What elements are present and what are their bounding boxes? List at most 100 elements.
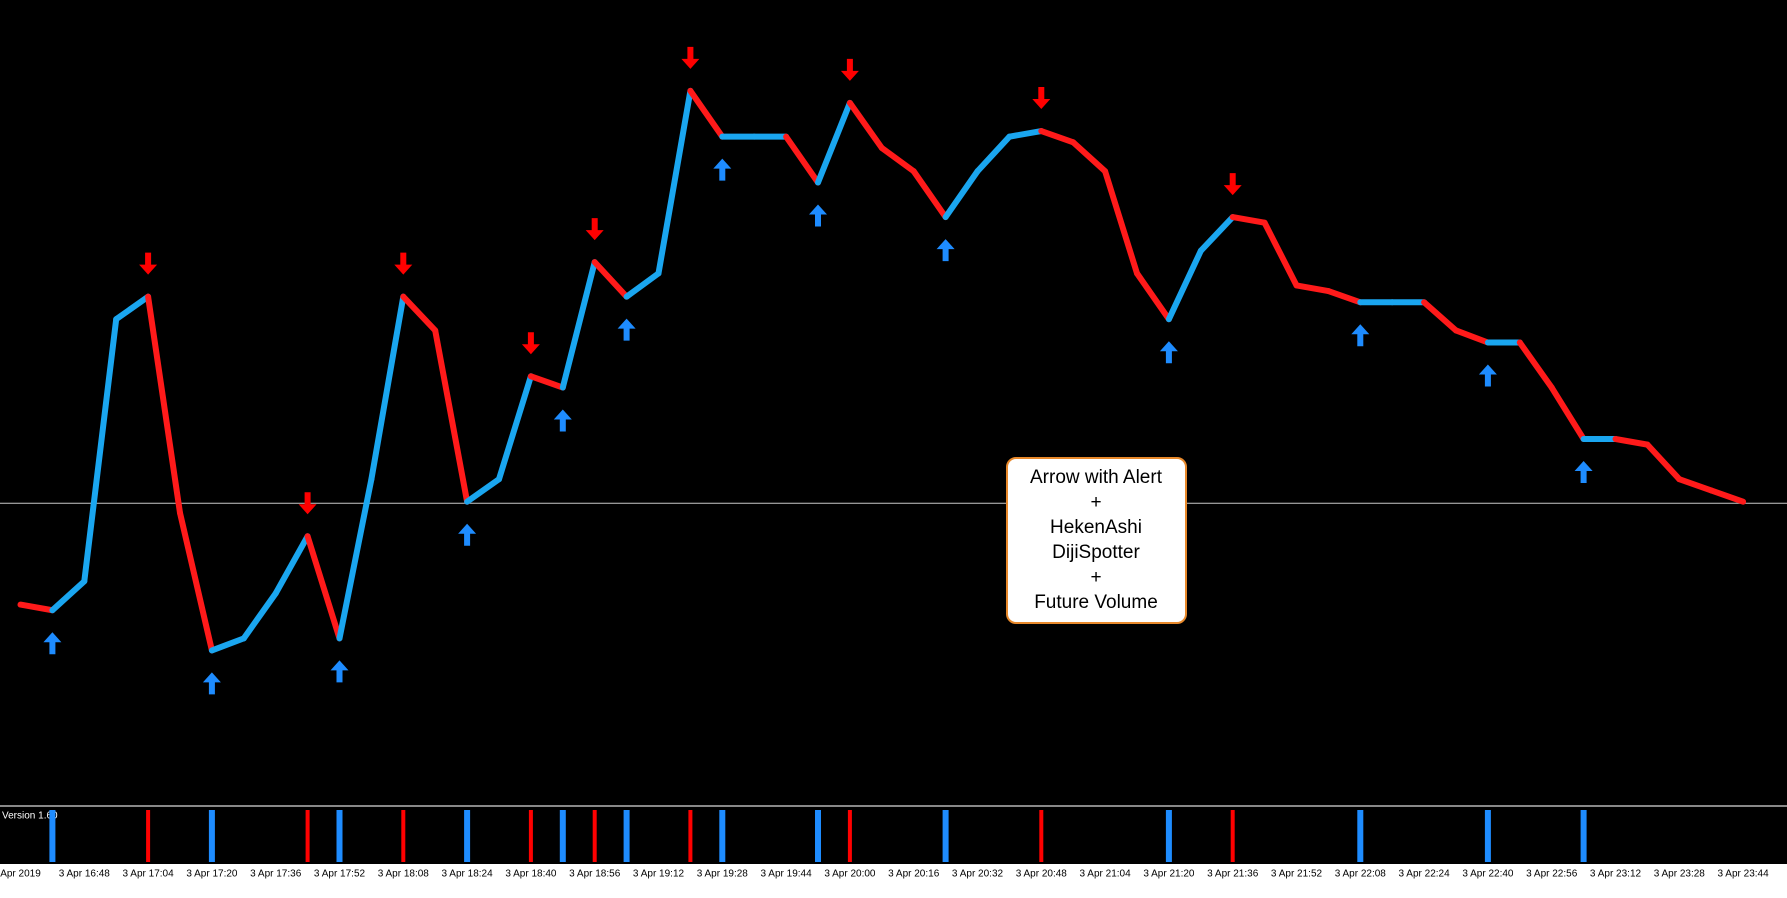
bull-candles [942,168,981,221]
x-tick-label: 3 Apr 20:00 [824,869,876,880]
annotation-frame [1006,457,1187,624]
annotation-line: HekenAshi [1050,517,1142,538]
buy-arrow [809,204,827,227]
buy-signal-bar [336,810,343,862]
x-tick-label: 3 Apr 21:20 [1143,869,1195,880]
x-tick-label: 3 Apr 17:04 [123,869,175,880]
bear-candles [1644,441,1683,483]
bear-candles [687,87,726,140]
bull-candles [974,133,1013,175]
annotation-line: + [1090,567,1101,588]
buy-signal-bar [719,810,726,862]
bear-candles [1261,219,1300,289]
sell-signal-bar [401,810,406,862]
buy-signal-bar [1165,810,1172,862]
annotation-line: Arrow with Alert [1030,467,1163,488]
bear-candles [910,168,949,221]
x-tick-label: 3 Apr 22:24 [1399,869,1451,880]
x-tick-label: 3 Apr 23:28 [1654,869,1706,880]
bear-candles [1708,487,1747,505]
bear-candles [1038,128,1077,146]
annotation-line: Future Volume [1034,592,1158,613]
bull-candles [49,578,88,614]
bear-candles [1134,270,1172,323]
bull-candles [336,476,375,642]
sell-arrow [840,58,859,81]
x-tick-label: 3 Apr 18:40 [505,869,557,880]
bear-candles [1548,384,1587,442]
buy-signal-bar [623,810,630,862]
bear-candles [304,533,343,642]
bull-candles [559,259,598,391]
buy-arrow [1351,324,1370,347]
sell-signal-bar [688,810,693,862]
bull-candles [81,316,120,585]
sell-arrow [521,332,540,355]
buy-arrow [553,409,572,432]
bull-candles [623,270,662,300]
x-tick-label: 3 Apr 17:52 [314,869,366,880]
sell-arrow [1223,173,1242,196]
buy-arrow [1574,460,1593,483]
bear-candles [145,293,183,516]
annotation-line: DijiSpotter [1052,542,1140,563]
x-tick-label: 3 Apr 17:20 [186,869,238,880]
sell-arrow [585,218,604,241]
bull-candles [113,293,152,323]
bear-candles [1293,282,1332,295]
sell-arrow [394,252,413,275]
buy-arrow [617,318,636,341]
bull-candles [464,476,502,505]
bear-candles [1421,299,1459,334]
buy-arrow [713,158,732,181]
buy-signal-bar [464,810,471,862]
bull-candles [655,87,694,277]
buy-arrow [936,239,955,262]
bear-candles [177,509,215,654]
bear-candles [1325,288,1364,306]
buy-signal-bar [1580,810,1587,862]
chart-background [0,0,1787,864]
bull-candles [240,590,279,642]
buy-arrow [330,660,349,683]
x-tick-label: 3 Apr 16:48 [59,869,111,880]
sell-arrow [139,252,158,275]
buy-arrow [202,672,221,695]
buy-arrow [1159,341,1178,364]
buy-signal-bar [815,810,821,862]
x-tick-label: 3 Apr 22:56 [1526,869,1578,880]
bull-candles [1197,214,1236,254]
bear-candles [591,259,630,300]
x-tick-label: 3 Apr 20:16 [888,869,940,880]
sell-signal-bar [146,810,151,862]
bull-candles [496,373,534,483]
x-tick-label: 3 Apr 18:08 [378,869,430,880]
bear-candles [878,144,917,175]
x-tick-label: 3 Apr 23:44 [1718,869,1770,880]
buy-signal-bar [1357,810,1364,862]
bear-candles [1229,214,1268,226]
bear-candles [1612,435,1651,448]
bull-candles [815,99,853,186]
annotation-box: Arrow with Alert + HekenAshi DijiSpotter + Fu… [1006,457,1187,624]
x-tick-label: 3 Apr 20:48 [1016,869,1068,880]
x-tick-label: 3 Apr 18:24 [442,869,494,880]
bull-candles [272,533,311,597]
x-tick-label: 3 Apr 19:28 [697,869,749,880]
x-tick-label: 3 Apr 21:52 [1271,869,1323,880]
x-tick-label: 3 Apr 19:44 [761,869,813,880]
x-tick-label: 3 Apr 18:56 [569,869,621,880]
sell-arrow [1032,87,1051,110]
buy-signal-bar [942,810,949,862]
x-tick-label: 3 Apr 21:04 [1080,869,1132,880]
sell-signal-bar [305,810,310,862]
bull-candles [208,635,247,654]
sell-arrow [681,46,700,69]
bear-candles [527,373,566,391]
annotation-line: + [1090,492,1101,513]
sell-signal-bar [1039,810,1044,862]
bear-candles [17,601,56,614]
bear-candles [1070,139,1109,175]
bear-candles [432,327,471,505]
bear-candles [1676,476,1715,494]
